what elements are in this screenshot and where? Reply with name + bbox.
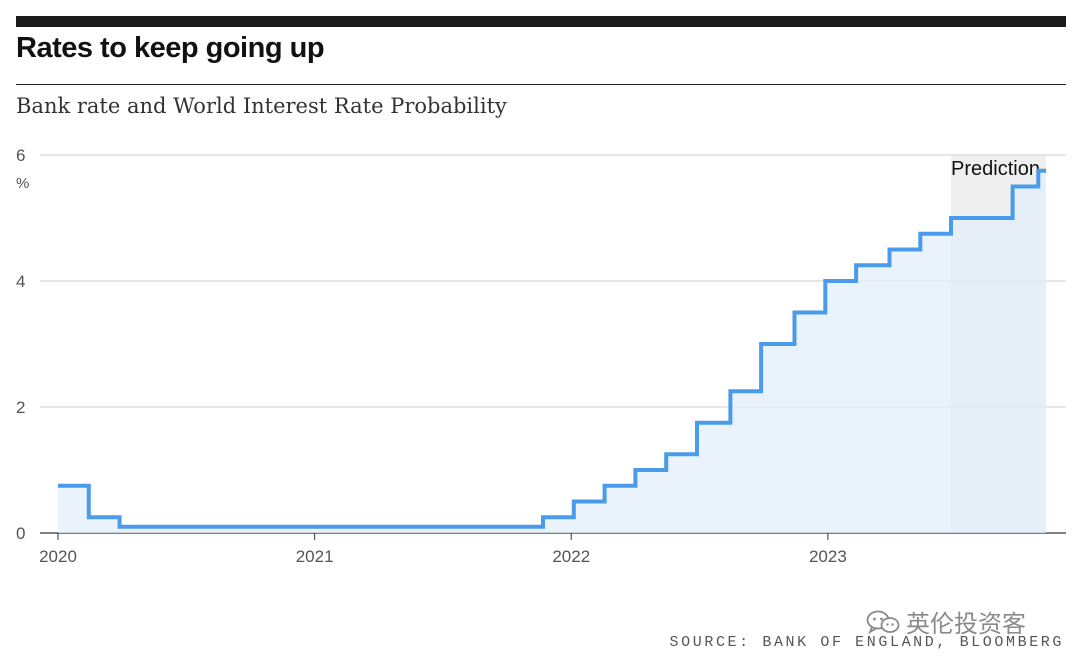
prediction-label: Prediction: [951, 158, 1040, 180]
y-tick-label: 6: [16, 146, 25, 165]
x-tick-label: 2020: [39, 547, 77, 566]
chart-title: Rates to keep going up: [16, 32, 325, 64]
top-rule: [16, 16, 1066, 27]
source-note: SOURCE: BANK OF ENGLAND, BLOOMBERG: [669, 634, 1064, 651]
y-tick-label: 0: [16, 524, 25, 543]
watermark-text: 英伦投资客: [906, 610, 1026, 638]
y-axis-unit: %: [16, 175, 29, 192]
x-tick-label: 2022: [552, 547, 590, 566]
series-line: [58, 168, 1046, 529]
wechat-icon: [866, 610, 900, 634]
series-area: [58, 170, 1046, 534]
watermark: 英伦投资客: [866, 604, 1026, 639]
x-tick-label: 2021: [296, 547, 334, 566]
chart-subtitle: Bank rate and World Interest Rate Probab…: [16, 94, 507, 118]
x-tick-label: 2023: [809, 547, 847, 566]
y-tick-label: 2: [16, 398, 25, 417]
y-tick-label: 4: [16, 272, 25, 291]
title-rule: [16, 84, 1066, 85]
